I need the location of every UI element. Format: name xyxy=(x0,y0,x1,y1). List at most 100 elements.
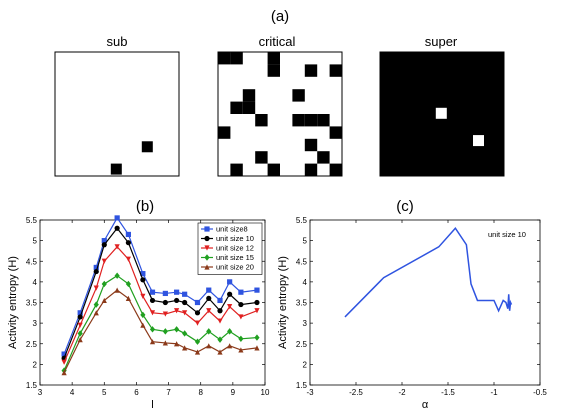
grid-cell xyxy=(267,52,280,65)
legend-entry: unit size 10 xyxy=(216,234,254,243)
grid-cell xyxy=(317,114,330,127)
data-point xyxy=(174,289,180,295)
data-point xyxy=(93,301,99,308)
data-point xyxy=(125,231,131,238)
grid-critical xyxy=(217,51,343,177)
data-point xyxy=(162,290,168,297)
data-point xyxy=(149,310,156,316)
data-point xyxy=(77,337,83,343)
data-point xyxy=(227,279,233,285)
data-point xyxy=(125,295,131,301)
data-point xyxy=(93,310,99,316)
data-point xyxy=(93,264,99,271)
x-axis-label: α xyxy=(422,399,429,411)
grid-cell xyxy=(255,114,268,127)
data-point xyxy=(114,215,120,221)
data-point xyxy=(227,328,233,335)
data-point xyxy=(227,291,233,297)
panel-a-grids xyxy=(54,51,505,177)
grid-cell xyxy=(218,126,231,139)
data-point xyxy=(217,308,223,314)
data-point xyxy=(101,297,107,304)
grid-cell xyxy=(292,89,305,102)
grid-cell xyxy=(304,138,318,152)
data-point xyxy=(101,238,107,244)
panel-b-label: (b) xyxy=(136,198,154,215)
data-point xyxy=(114,244,120,250)
y-tick-label: 2 xyxy=(33,360,38,369)
data-point xyxy=(238,347,244,353)
data-point xyxy=(114,272,120,279)
data-point xyxy=(206,343,212,349)
grid-cell xyxy=(141,141,153,153)
y-tick-label: 3 xyxy=(33,319,38,328)
x-axis-label: l xyxy=(151,399,153,411)
data-point xyxy=(254,308,260,314)
data-point xyxy=(61,359,67,365)
data-point xyxy=(101,242,107,248)
y-axis-label: Activity entropy (H) xyxy=(7,256,19,349)
data-point xyxy=(182,299,188,306)
legend-entry: unit size 12 xyxy=(216,244,254,253)
data-point xyxy=(182,330,188,337)
data-point xyxy=(206,328,212,335)
data-point xyxy=(254,334,260,341)
grid-cell xyxy=(435,107,447,119)
data-point xyxy=(125,280,131,288)
data-point xyxy=(238,301,244,308)
panel-a-label: (a) xyxy=(271,8,289,25)
grid-cell xyxy=(255,151,268,164)
data-point xyxy=(162,328,168,335)
grid-title-super: super xyxy=(425,34,458,49)
x-tick-label: 6 xyxy=(134,388,139,397)
data-point xyxy=(162,311,168,317)
grid-cell xyxy=(230,163,243,176)
data-point xyxy=(227,304,233,310)
y-tick-label: 2.5 xyxy=(296,340,308,349)
data-point xyxy=(77,330,83,337)
data-point xyxy=(204,264,210,270)
grid-cell xyxy=(267,64,280,77)
data-point xyxy=(174,341,180,347)
y-tick-label: 3.5 xyxy=(26,299,38,308)
data-point xyxy=(125,240,131,246)
legend-entry: unit size 20 xyxy=(216,263,254,272)
data-point xyxy=(174,297,180,304)
grid-cell xyxy=(292,114,305,127)
data-point xyxy=(206,295,212,301)
data-point xyxy=(149,339,156,345)
grid-sub xyxy=(54,51,180,177)
data-point xyxy=(61,370,67,376)
data-point xyxy=(194,299,201,306)
grid-cell xyxy=(218,52,231,65)
data-point xyxy=(140,277,146,283)
data-point xyxy=(204,245,210,251)
y-tick-label: 4.5 xyxy=(26,257,38,266)
data-point xyxy=(182,310,188,316)
data-point xyxy=(114,225,120,231)
annotation-unit-size: unit size 10 xyxy=(488,230,526,239)
x-tick-label: -2 xyxy=(398,388,406,397)
y-tick-label: 4 xyxy=(303,278,308,287)
legend-entry: unit size 15 xyxy=(216,253,254,262)
data-point xyxy=(217,349,223,355)
grid-cell xyxy=(267,163,280,176)
y-axis-label: Activity entropy (H) xyxy=(277,256,289,349)
grid-cell xyxy=(110,163,122,175)
series-line xyxy=(63,274,258,371)
data-point xyxy=(140,311,146,319)
grid-cell xyxy=(242,101,256,114)
data-point xyxy=(77,310,83,316)
series-unit-size-15 xyxy=(61,272,260,374)
data-point xyxy=(254,345,260,351)
grid-cell xyxy=(230,101,243,114)
data-point xyxy=(149,326,156,333)
series-unit-size8 xyxy=(61,215,260,357)
grid-cell xyxy=(329,64,342,77)
data-point xyxy=(194,349,201,355)
data-point xyxy=(162,340,168,346)
data-point xyxy=(206,308,212,314)
data-point xyxy=(101,258,107,264)
